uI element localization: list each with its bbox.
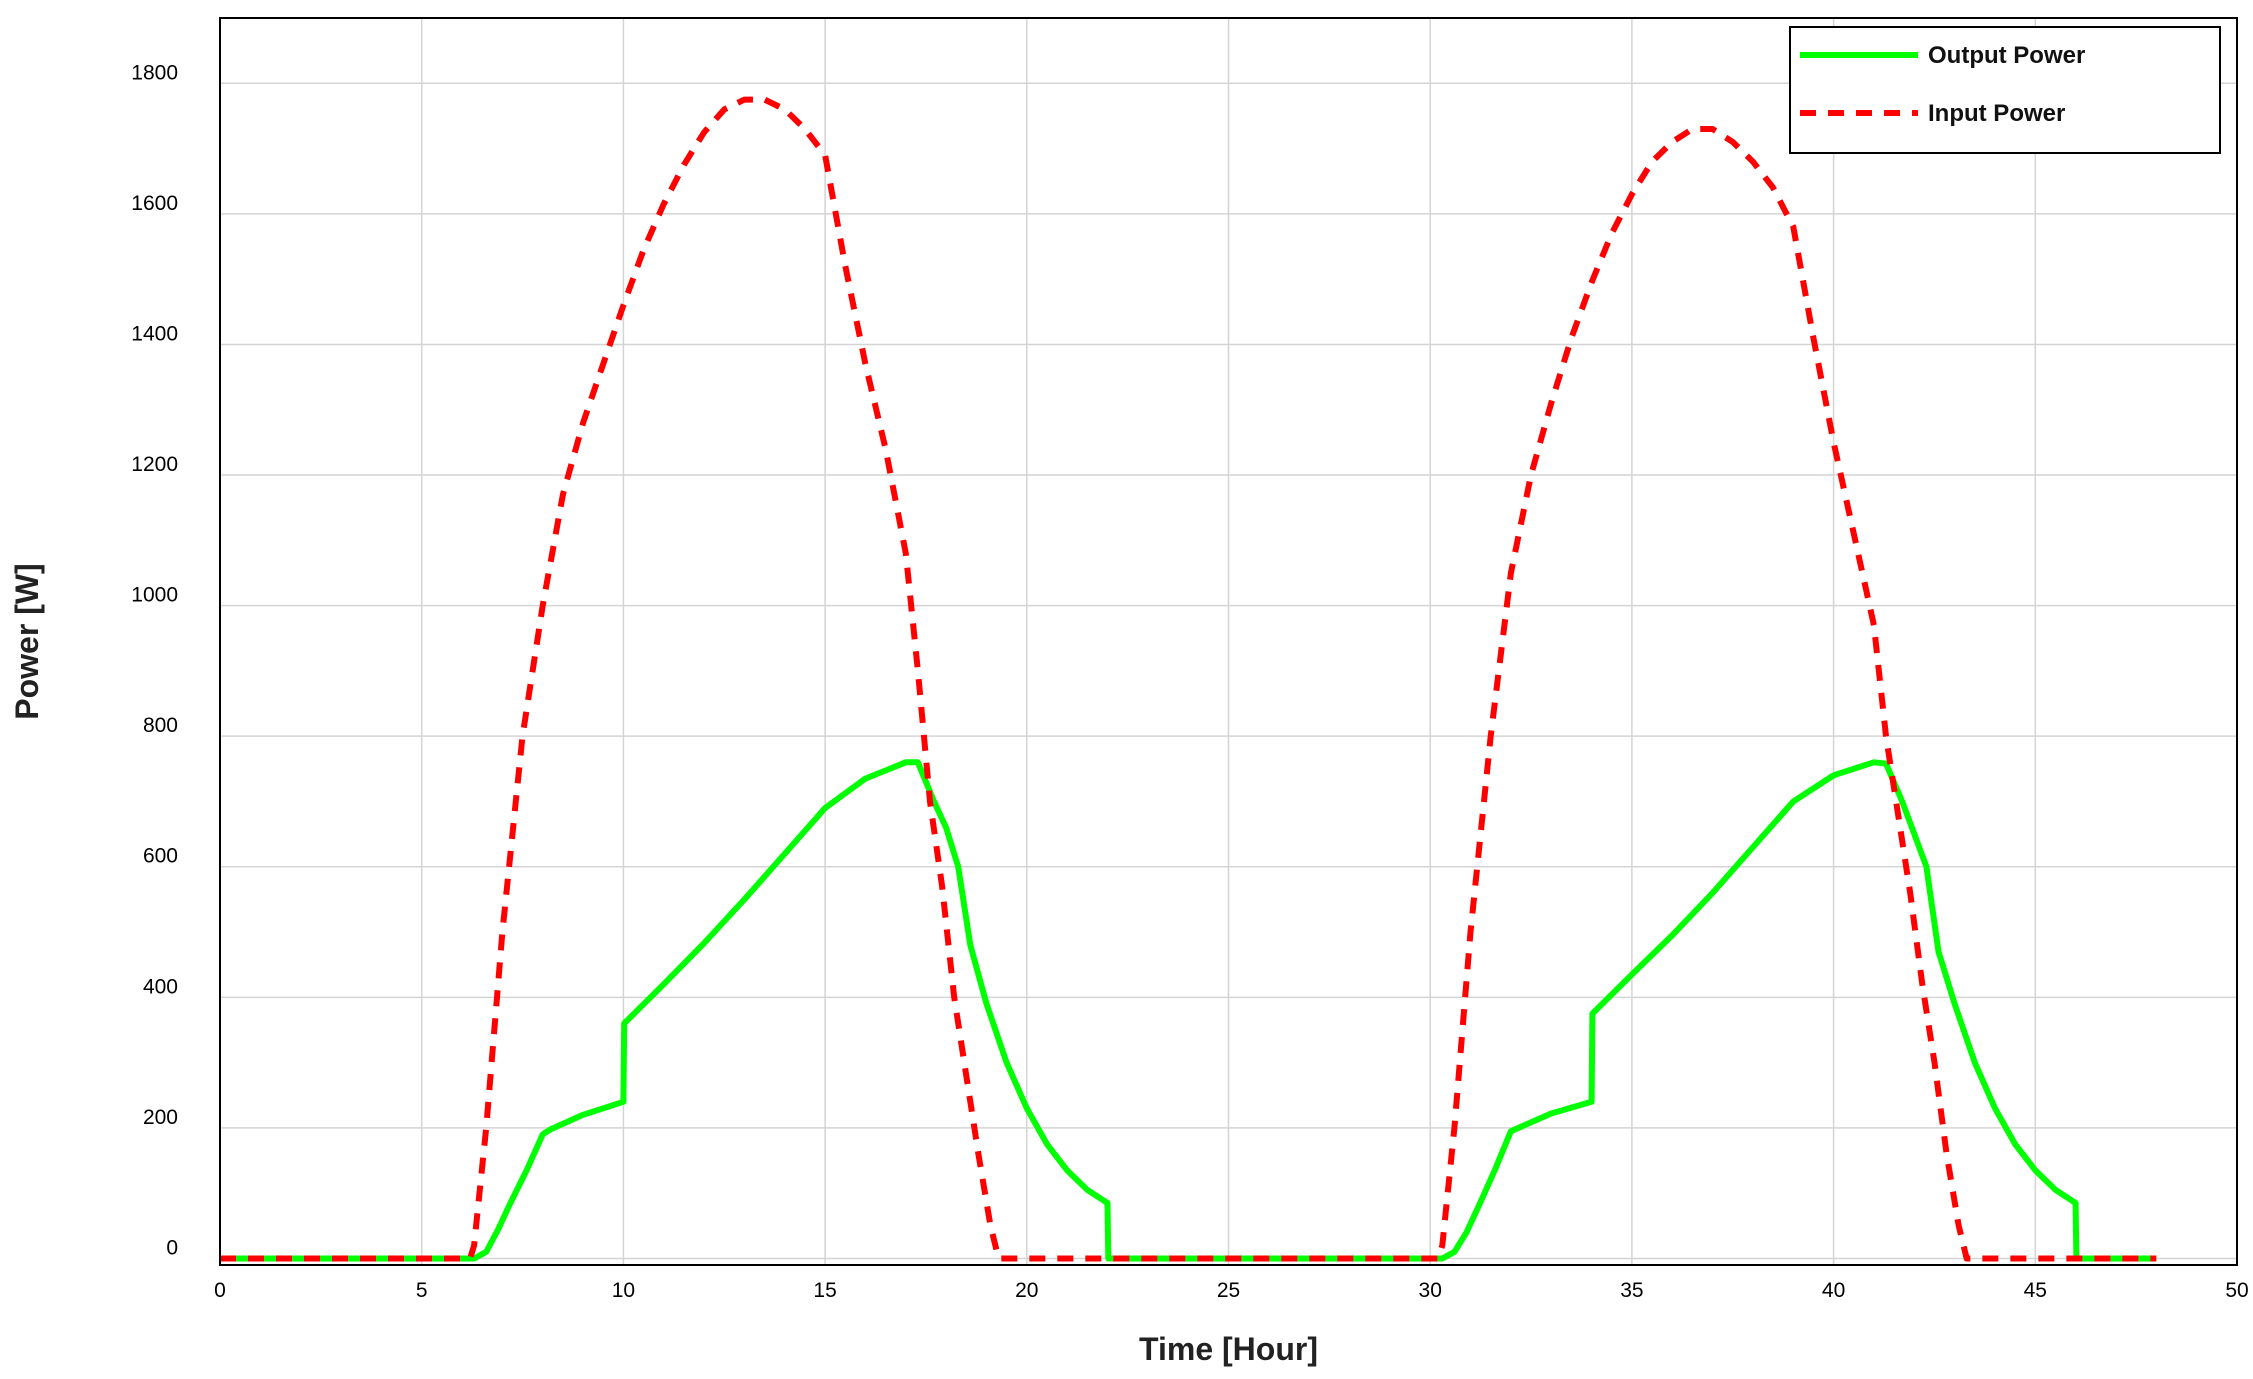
x-tick-label: 5 bbox=[416, 1279, 428, 1302]
series-group bbox=[220, 96, 2157, 1262]
x-tick-label: 30 bbox=[1419, 1279, 1442, 1302]
y-tick-label: 1200 bbox=[131, 453, 178, 476]
y-tick-label: 1800 bbox=[131, 61, 178, 84]
y-tick-label: 1000 bbox=[131, 584, 178, 607]
legend-label-input-power: Input Power bbox=[1928, 100, 2065, 127]
x-tick-label: 25 bbox=[1217, 1279, 1240, 1302]
x-tick-label: 45 bbox=[2024, 1279, 2047, 1302]
x-tick-label: 15 bbox=[813, 1279, 836, 1302]
x-tick-label: 10 bbox=[612, 1279, 635, 1302]
y-tick-label: 1600 bbox=[131, 192, 178, 215]
y-tick-label: 1400 bbox=[131, 322, 178, 345]
y-tick-label: 400 bbox=[143, 975, 178, 998]
tick-labels: 0 5 10 15 20 25 30 35 40 45 50 0 200 400 600 800 1000 120… bbox=[131, 61, 2248, 1302]
x-axis-label: Time [Hour] bbox=[1139, 1331, 1318, 1367]
x-tick-label: 35 bbox=[1620, 1279, 1643, 1302]
y-tick-label: 0 bbox=[166, 1236, 178, 1259]
y-axis-label: Power [W] bbox=[9, 563, 45, 719]
x-tick-label: 20 bbox=[1015, 1279, 1038, 1302]
y-tick-label: 600 bbox=[143, 845, 178, 868]
y-tick-label: 800 bbox=[143, 714, 178, 737]
x-tick-label: 50 bbox=[2225, 1279, 2248, 1302]
series-line-input-power bbox=[220, 96, 2157, 1262]
legend-box bbox=[1789, 26, 2221, 154]
x-tick-label: 40 bbox=[1822, 1279, 1845, 1302]
legend-label-output-power: Output Power bbox=[1928, 42, 2085, 69]
y-tick-label: 200 bbox=[143, 1106, 178, 1129]
plot-frame bbox=[219, 17, 2238, 1266]
legend: Output Power Input Power bbox=[1789, 26, 2221, 154]
x-tick-label: 0 bbox=[214, 1279, 226, 1302]
